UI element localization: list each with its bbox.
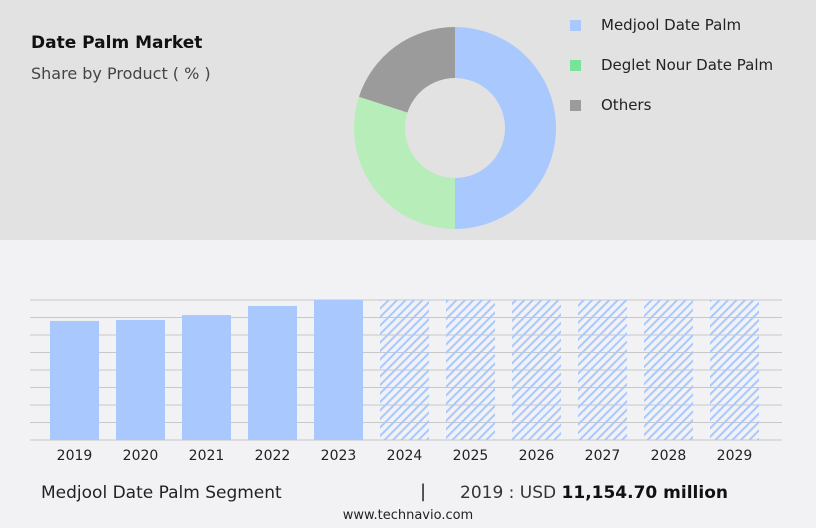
x-tick-label: 2023 [321, 448, 357, 464]
segment-label: Medjool Date Palm Segment [41, 483, 282, 503]
forecast-bar-2029 [710, 300, 759, 440]
x-tick-label: 2019 [57, 448, 93, 464]
legend-swatch [570, 19, 581, 31]
legend-item-others: Others [570, 96, 651, 114]
year-label: 2019 : USD [460, 483, 557, 503]
legend-label: Deglet Nour Date Palm [601, 56, 774, 74]
legend-item-deglet-nour: Deglet Nour Date Palm [570, 56, 773, 74]
x-tick-label: 2029 [717, 448, 753, 464]
forecast-bar-2024 [380, 300, 429, 440]
bar-chart: 2019 2020 2021 2022 2023 2024 2025 2026 2027 2028… [30, 299, 782, 464]
donut-slice-deglet-nour-date-palm [353, 96, 455, 230]
donut-slice-others [358, 27, 455, 113]
legend-swatch [570, 59, 581, 71]
chart-title: Date Palm Market [31, 33, 203, 53]
legend-label: Medjool Date Palm [601, 16, 742, 34]
website-url: www.technavio.com [342, 508, 474, 523]
segment-value: 2019 : USD 11,154.70 million [460, 483, 728, 503]
x-tick-label: 2022 [255, 448, 291, 464]
legend-item-medjool: Medjool Date Palm [570, 16, 741, 34]
x-tick-label: 2021 [189, 448, 225, 464]
x-tick-label: 2026 [519, 448, 555, 464]
forecast-bar-2025 [446, 300, 495, 440]
bar-2022 [248, 305, 297, 440]
bar-2020 [116, 319, 165, 440]
x-tick-label: 2027 [585, 448, 621, 464]
donut-chart [353, 27, 556, 230]
bar-2021 [182, 315, 231, 440]
forecast-bar-2028 [644, 300, 693, 440]
chart-subtitle: Share by Product ( % ) [31, 64, 211, 83]
legend-swatch [570, 99, 581, 111]
bar-2019 [50, 320, 99, 440]
value-amount: 11,154.70 million [561, 483, 728, 503]
x-tick-label: 2028 [651, 448, 687, 464]
forecast-bar-2026 [512, 300, 561, 440]
forecast-bar-2027 [578, 300, 627, 440]
legend-label: Others [601, 96, 652, 114]
x-tick-label: 2025 [453, 448, 489, 464]
x-tick-label: 2024 [387, 448, 423, 464]
footer-separator: | [420, 481, 427, 502]
bar-2023 [314, 300, 363, 440]
donut-slice-medjool-date-palm [455, 27, 556, 229]
x-tick-label: 2020 [123, 448, 159, 464]
